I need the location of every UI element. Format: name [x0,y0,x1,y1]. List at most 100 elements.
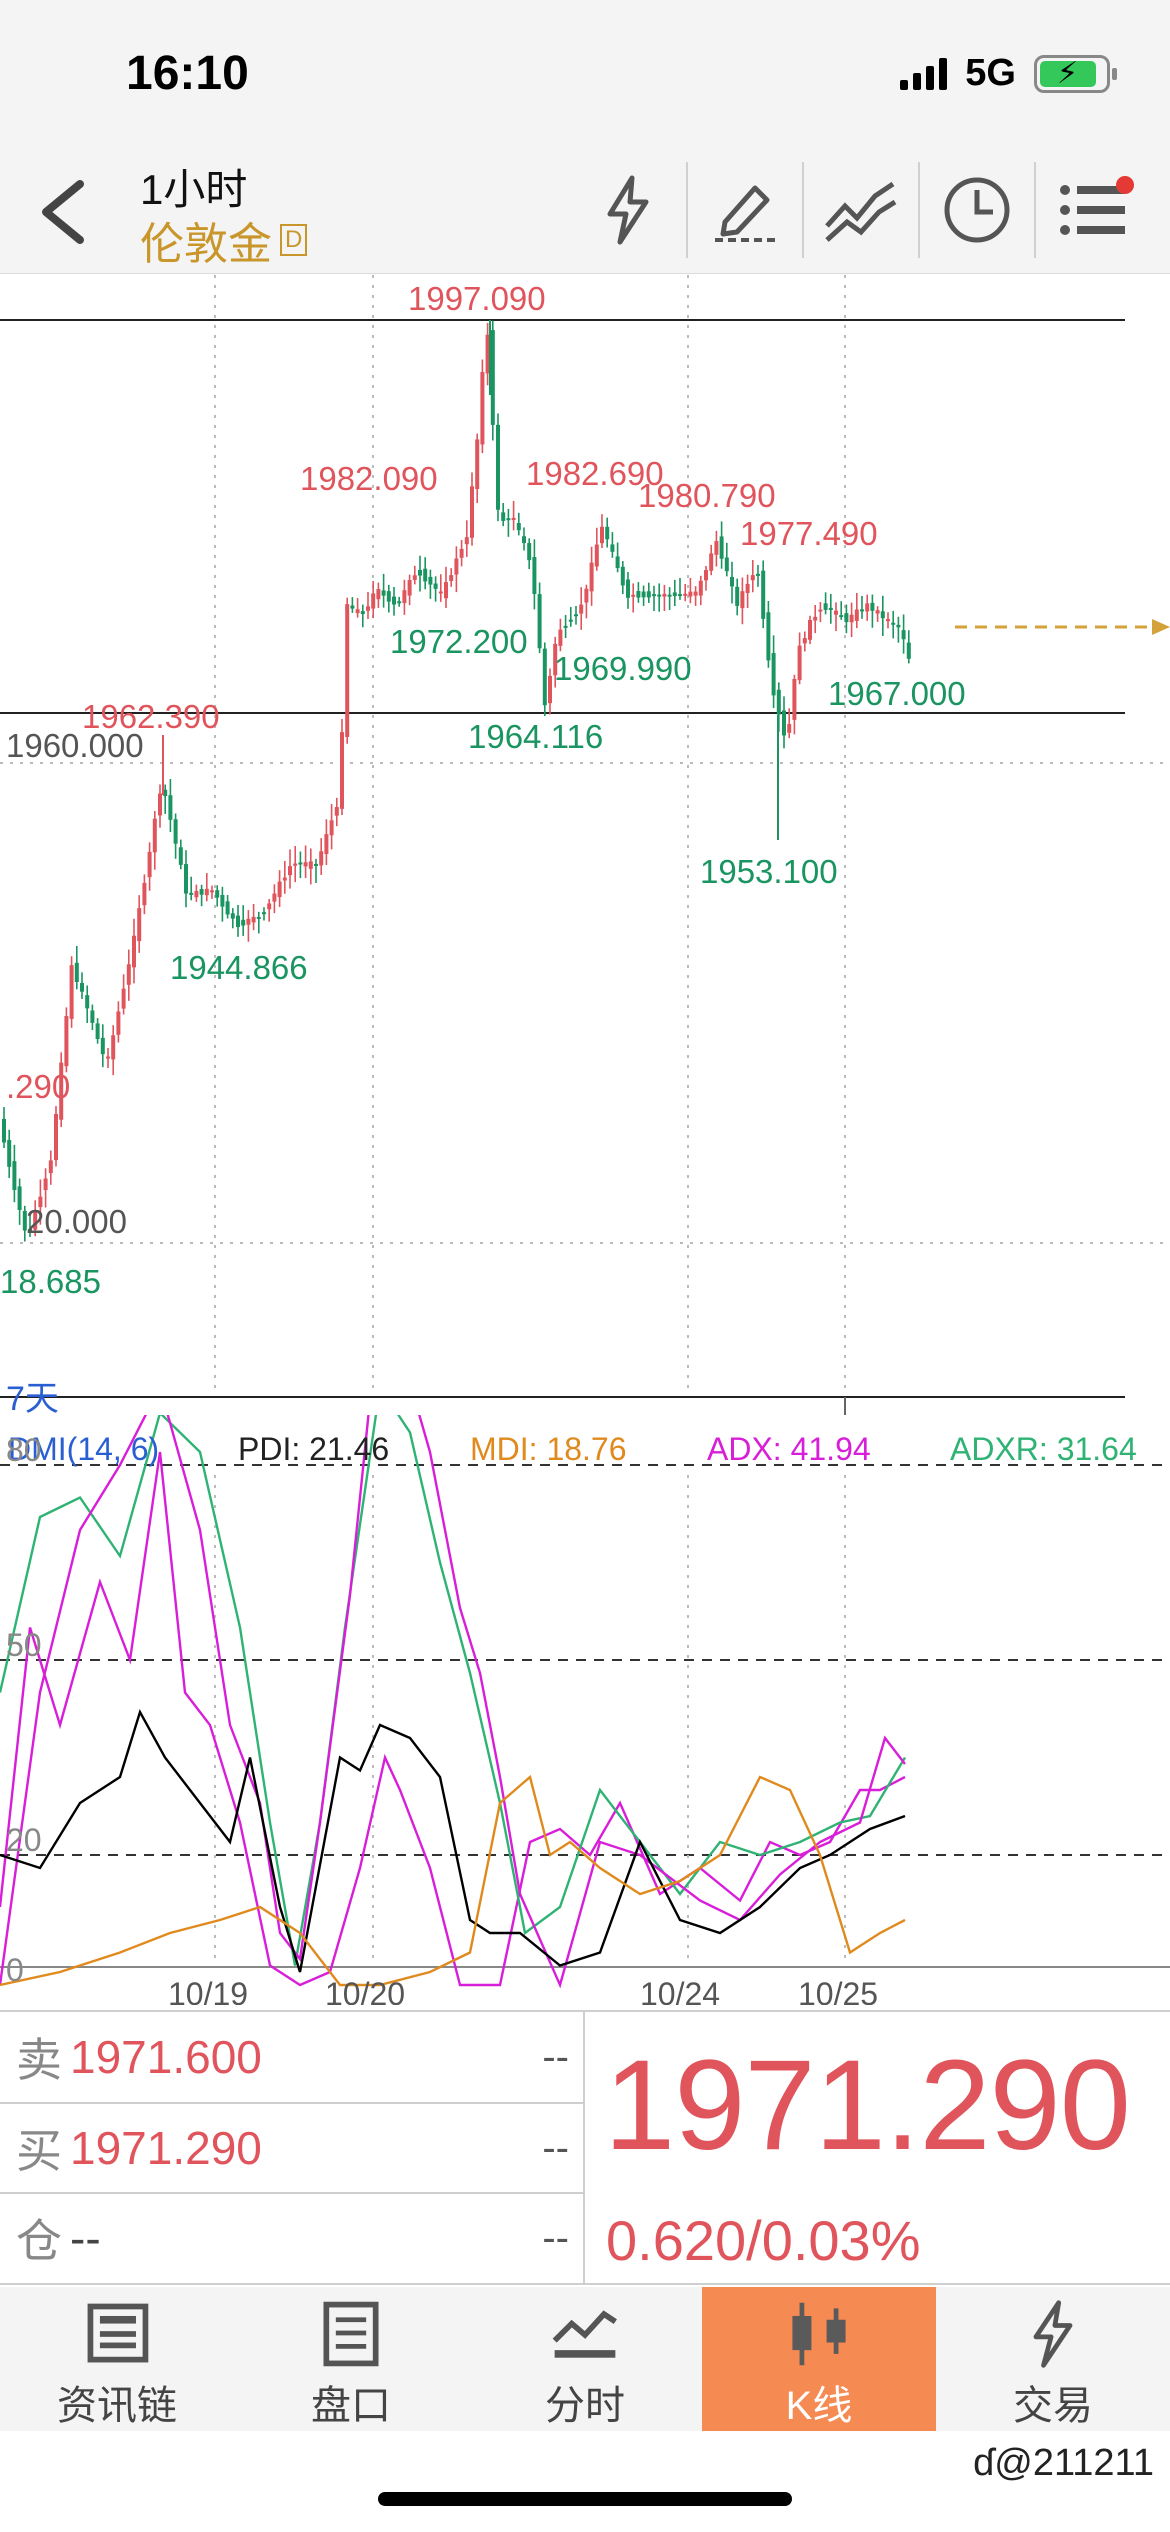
dmi-adx-value: ADX: 41.94 [707,1431,871,1467]
toolbar [570,162,1150,258]
signal-icon [900,57,948,90]
candle-body [298,862,303,865]
candle-body [90,1010,95,1023]
sell-volume: -- [542,2034,569,2079]
candle-body [74,962,79,982]
candle-body [506,518,511,521]
candle-body [43,1178,48,1191]
candle-body [787,724,792,733]
candle-body [776,689,781,715]
flash-button[interactable] [570,162,686,258]
adxr-line [0,1415,907,1966]
candle-body [558,629,563,646]
price-label-high: 1980.790 [638,477,776,514]
candle-body [152,818,157,853]
candle-body [178,847,183,865]
tab-news[interactable]: 资讯链 [0,2287,234,2431]
candle-body [173,819,178,844]
candle-body [511,517,516,521]
candle-body [366,606,370,611]
watermark-icon: ɗ [973,2442,995,2484]
trade-icon [1033,2300,1073,2368]
candle-body [839,615,844,618]
period-button[interactable] [918,162,1034,258]
candle-body [584,588,589,603]
symbol-name[interactable]: 伦敦金 D [140,208,308,272]
indicator-button[interactable] [802,162,918,258]
candle-body [745,583,750,593]
candle-body [724,557,729,572]
home-indicator [378,2492,792,2506]
menu-button[interactable] [1034,162,1150,258]
draw-button[interactable] [686,162,802,258]
price-label-low: 1967.000 [828,675,966,712]
candle-body [251,916,256,923]
candle-body [230,913,235,919]
candle-body [386,591,391,602]
candle-body [277,881,282,898]
candle-body [563,625,568,628]
candle-body [756,573,760,576]
position-row: 仓 -- -- [0,2192,583,2282]
candle-body [433,583,438,589]
candle-body [272,893,277,902]
candle-body [470,486,474,538]
candle-body [163,789,168,797]
status-bar: 16:10 5G ⚡ [0,0,1170,150]
candle-body [475,439,480,490]
chart-area[interactable]: 1997.090 1982.090 1982.690 1980.790 1977.490… [0,275,1170,2005]
candle-body [210,890,214,893]
candle-body [371,593,376,609]
candle-body [527,543,532,561]
candle-body [683,593,688,596]
tab-orderbook[interactable]: 盘口 [234,2287,468,2431]
mdi-line [0,1774,906,1987]
candle-body [626,579,630,598]
position-extra: -- [542,2215,569,2260]
candle-body [282,877,287,881]
buy-row[interactable]: 买 1971.290 -- [0,2102,583,2192]
dmi-chart[interactable]: DMI(14, 6) PDI: 21.46 MDI: 18.76 ADX: 41.94… [0,1415,1170,2005]
quote-panel: 卖 1971.600 -- 买 1971.290 -- 仓 -- -- 1971… [0,2010,1170,2285]
candle-body [646,591,651,598]
candle-body [657,594,662,597]
gridline-label: 1960.000 [6,727,144,764]
symbol-badge: D [280,224,308,256]
candle-body [350,605,355,609]
back-icon[interactable] [30,172,100,252]
candle-body [80,982,84,992]
price-label-high: 1977.490 [740,515,878,552]
candle-body [501,512,506,521]
candle-body [142,882,147,906]
buy-label: 买 [16,2125,62,2177]
candle-body [106,1056,110,1059]
candle-body [236,915,240,928]
candle-body [849,614,854,623]
current-price-arrow [1152,619,1170,635]
candle-body [600,526,604,544]
candle-body [568,619,573,622]
candle-body [667,594,672,597]
dmi-axis-label: 80 [6,1432,42,1468]
candle-body [121,988,126,1009]
candle-body [709,553,714,571]
candle-body [730,576,734,587]
candle-body [428,576,433,585]
tab-timeshare[interactable]: 分时 [468,2287,702,2431]
kline-chart[interactable]: 1997.090 1982.090 1982.6901980.7901977.490… [0,275,1170,1415]
candle-body [64,1015,69,1067]
candle-body [631,594,636,597]
dmi-title: DMI(14, 6) [8,1431,159,1467]
tab-trade[interactable]: 交易 [936,2287,1170,2431]
sell-row[interactable]: 卖 1971.600 -- [0,2012,583,2102]
price-label-high: 1982.690 [526,455,664,492]
interval-title[interactable]: 1小时 [140,166,248,213]
price-label-low: 1969.990 [554,650,692,687]
price-label-low: 1972.200 [390,623,528,660]
candle-body [704,570,708,581]
candle-body [906,642,911,659]
candle-body [771,653,776,696]
notification-dot [1116,176,1134,194]
gridline-label: 20.000 [26,1203,127,1240]
tab-kline[interactable]: K线 [702,2287,936,2431]
